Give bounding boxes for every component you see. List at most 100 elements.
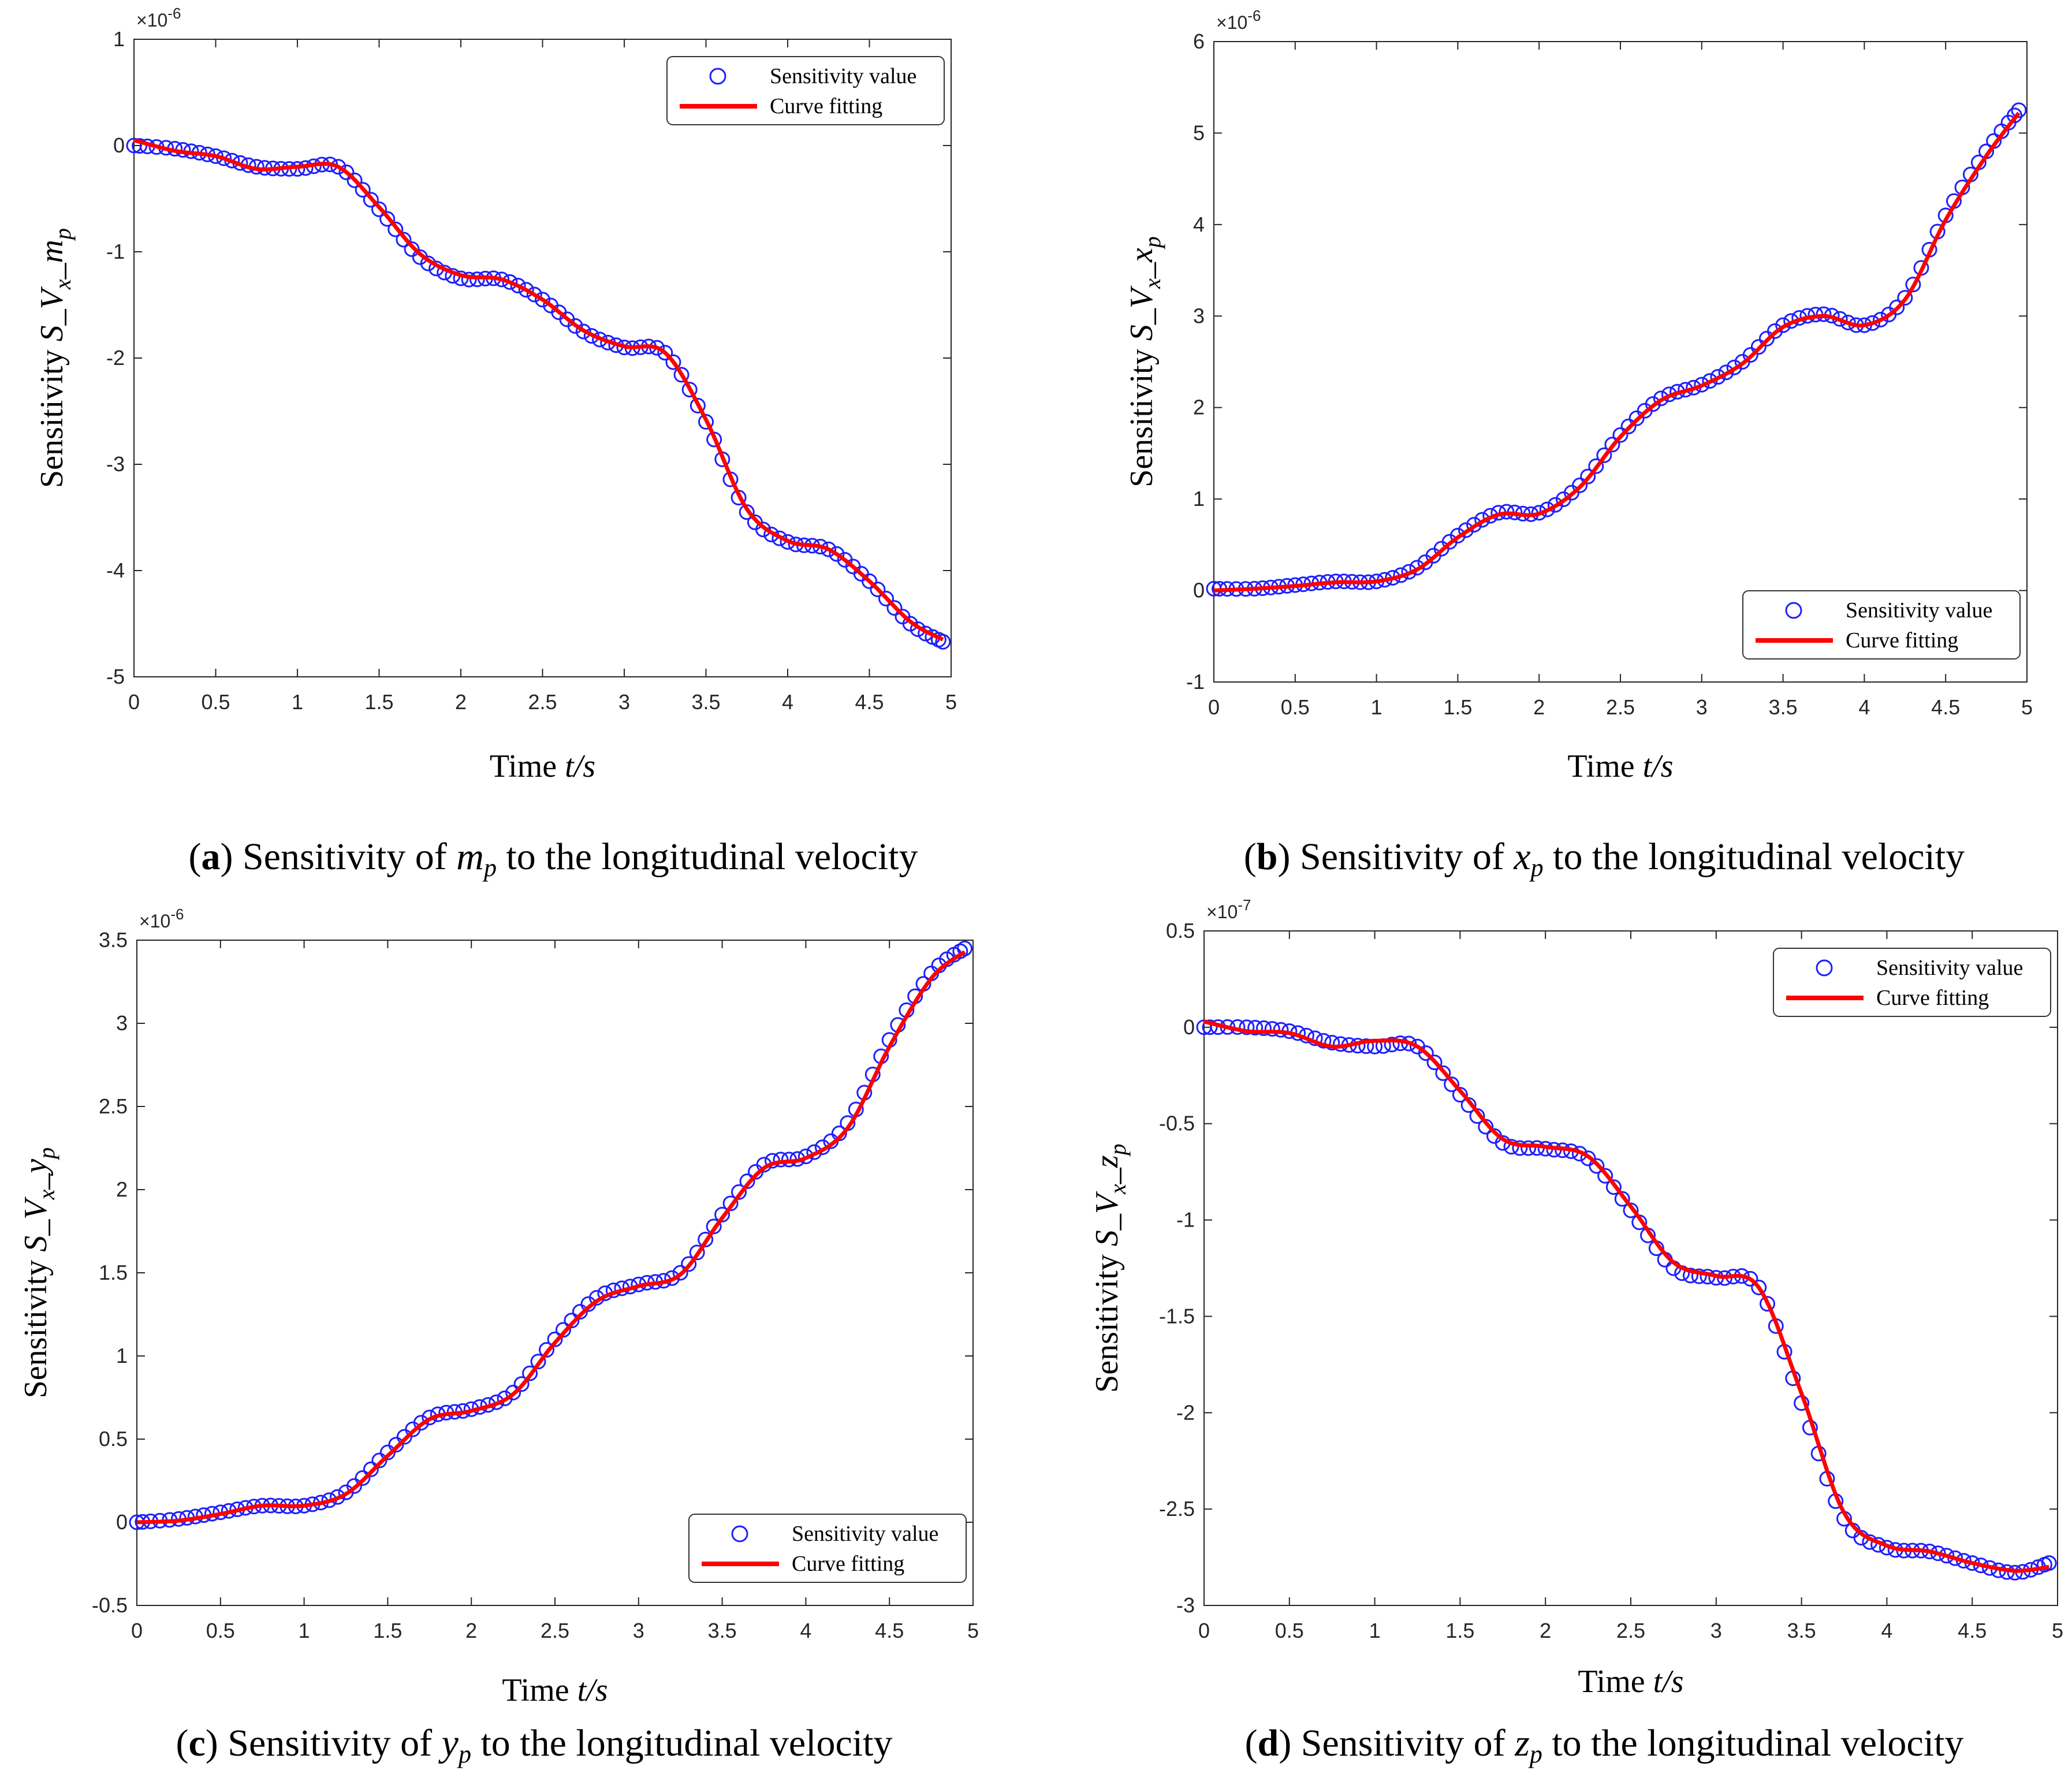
y-tick-label: -1 [106,240,125,263]
caption-text: Sensitivity of [1300,836,1514,878]
sensitivity-point [698,413,714,430]
sensitivity-point [1702,373,1718,389]
sensitivity-point [413,1415,429,1431]
x-tick-label: 5 [2021,695,2033,719]
sensitivity-point [1612,427,1628,443]
chart-panel-c: 0 0.5 1 1.5 2 2.5 3 3.5 4 4.5 53.532.521.510.50-0.… [18,906,979,1768]
x-tick-label: 5 [967,1619,979,1642]
x-tick-label: 2 [1533,695,1545,719]
sensitivity-point [1873,311,1889,327]
y-exponent-label: ×10-6 [136,5,181,31]
sensitivity-point [664,1270,680,1286]
exponent-power: -6 [1247,7,1261,24]
sensitivity-point [1589,1158,1605,1174]
legend-fit-label: Curve fitting [770,94,882,118]
x-tick-label: 0.5 [1275,1619,1304,1642]
caption-tail: to the longitudinal velocity [471,1722,893,1764]
sensitivity-point [714,1206,731,1223]
y-label-param-sub: p [50,228,76,241]
sensitivity-point [404,241,420,257]
sensitivity-point [706,1219,722,1235]
sensitivity-point [355,1470,371,1486]
legend-sensitivity-label: Sensitivity value [1876,956,2023,980]
sensitivity-point [387,221,404,237]
caption-paren-close: ) [206,1722,228,1764]
sensitivity-point [1202,1019,1218,1035]
sensitivity-point [1499,504,1515,520]
x-tick-label: 3.5 [1769,695,1798,719]
y-label-prefix: Sensitivity [1089,1246,1125,1393]
sensitivity-point [510,277,526,293]
x-axis-label: Time t/s [502,1672,608,1708]
curve-fitting-line [1203,1019,2049,1573]
sensitivity-point [731,1184,747,1200]
legend-marker-symbol [731,1525,748,1542]
x-tick-label: 1 [1371,695,1382,719]
sensitivity-point [1645,396,1661,412]
x-tick-label: 1 [292,690,303,714]
y-tick-label: 3 [116,1011,128,1035]
legend: Sensitivity value Curve fitting [1742,590,2021,660]
sensitivity-point [363,192,379,208]
x-tick-label: 5 [945,690,957,714]
y-tick-label: -2.5 [1159,1497,1195,1521]
caption-sub: p [1528,1740,1542,1768]
exponent-base: ×10 [136,10,167,31]
sensitivity-point [338,164,355,180]
sensitivity-point [1409,560,1425,576]
y-tick-label: 0 [113,133,125,157]
x-tick-label: 4.5 [1958,1619,1987,1642]
sensitivity-point [1435,1065,1451,1081]
y-tick-label: 4 [1193,213,1205,236]
caption-tail: to the longitudinal velocity [1542,1722,1964,1764]
y-exponent-label: ×10-6 [1216,7,1261,33]
x-tick-label: 3.5 [708,1619,737,1642]
legend-fit-label: Curve fitting [1876,986,1989,1010]
sensitivity-point [1742,347,1758,363]
legend-fit-label: Curve fitting [792,1552,904,1576]
sensitivity-point [502,274,518,290]
caption-sub: p [482,854,497,882]
sensitivity-point [672,1265,688,1281]
x-tick-label: 3.5 [691,690,720,714]
y-tick-label: 1 [116,1344,128,1368]
sensitivity-point [1710,369,1726,385]
sensitivity-point [1572,477,1588,493]
sensitivity-point [829,546,845,562]
x-axis-label: Time t/s [1567,748,1673,784]
y-tick-label: -3 [1176,1593,1195,1617]
caption-paren-open: ( [176,1722,189,1764]
sensitivity-point [346,172,363,188]
plot-area [136,940,974,1606]
sensitivity-point [2011,102,2027,118]
caption-letter: c [189,1722,206,1764]
x-tick-label: 1 [299,1619,310,1642]
y-tick-label: 0 [116,1510,128,1534]
sensitivity-point [1889,299,1905,315]
sensitivity-point [821,541,837,557]
sensitivity-point [1596,447,1612,463]
sensitivity-point [1452,1087,1468,1103]
y-tick-label: 3.5 [99,928,128,952]
x-tick-label: 2 [465,1619,477,1642]
panel-caption: (a) Sensitivity of mp to the longitudina… [188,836,918,882]
y-tick-label: 0.5 [1166,919,1195,942]
panel-caption: (b) Sensitivity of xp to the longitudina… [1244,836,1965,882]
legend-fit-label: Curve fitting [1846,628,1958,653]
sensitivity-point [379,211,396,227]
caption-paren-close: ) [1279,1722,1300,1764]
x-tick-label: 3 [1696,695,1708,719]
x-tick-label: 1 [1369,1619,1381,1642]
sensitivity-point [330,159,346,175]
y-label-variable: S_V [34,286,70,341]
sensitivity-point [935,634,951,650]
y-tick-label: 2 [116,1178,128,1201]
y-tick-label: 2 [1193,396,1205,419]
sensitivity-point [1682,1268,1698,1284]
sensitivity-point [518,282,534,298]
caption-paren-close: ) [220,836,242,878]
x-tick-label: 3 [618,690,630,714]
y-label-sep: _ [1089,1167,1125,1184]
sensitivity-point [870,582,886,598]
x-axis-label: Time t/s [1578,1664,1683,1700]
